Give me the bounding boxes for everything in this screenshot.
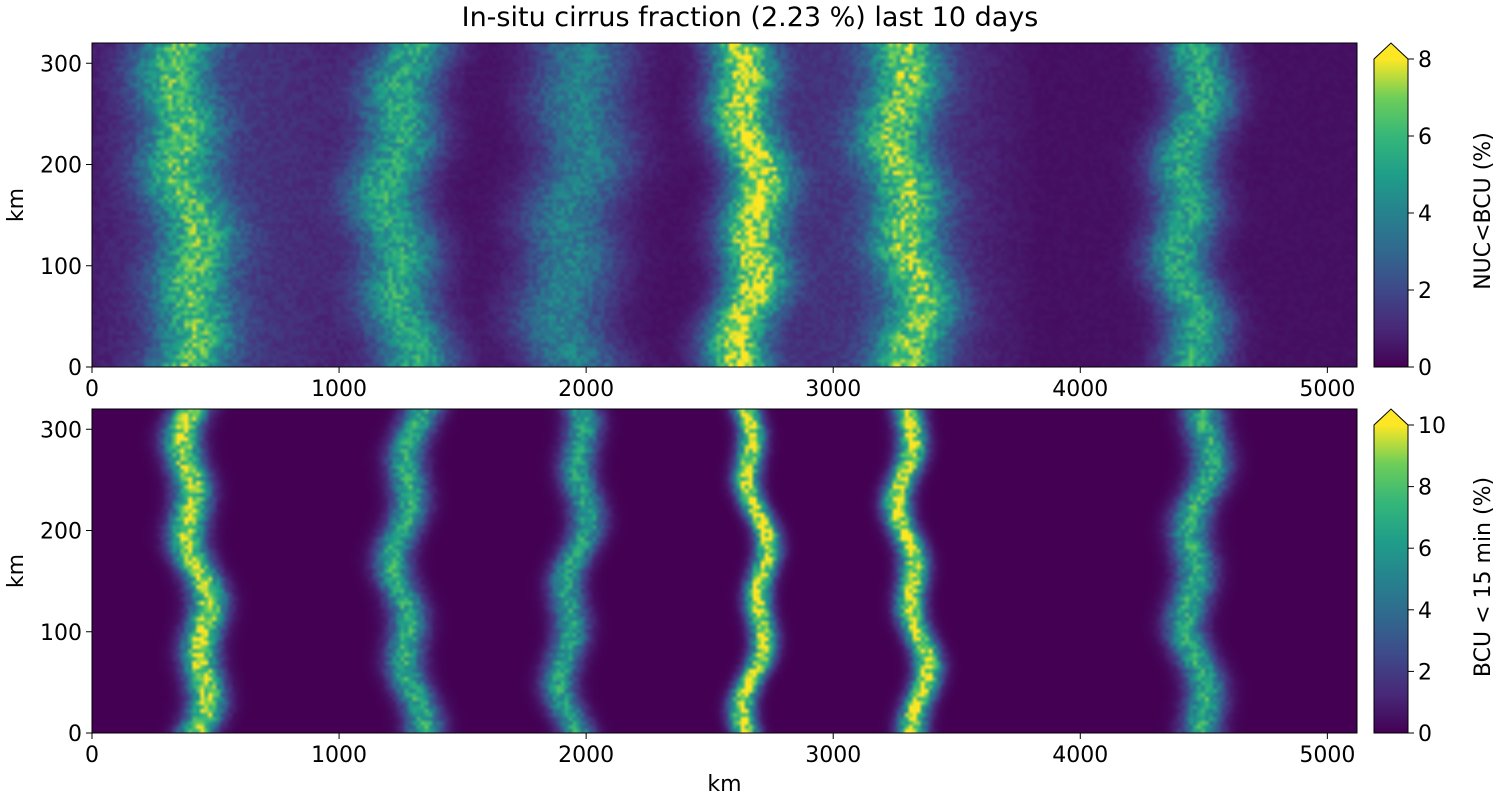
colorbar-extend-max	[1374, 409, 1408, 425]
colorbar-tick-label: 2	[1418, 660, 1432, 685]
x-tick-label: 2000	[558, 743, 614, 768]
axes-frame	[91, 408, 1358, 734]
y-tick-label: 0	[68, 722, 82, 747]
colorbar-extend-max	[1374, 43, 1408, 59]
y-tick-label: 200	[40, 520, 82, 545]
x-tick-label: 5000	[1299, 377, 1355, 402]
x-axis-label: km	[707, 772, 741, 797]
chart-title: In-situ cirrus fraction (2.23 %) last 10…	[462, 2, 1039, 33]
colorbar-tick-label: 0	[1418, 722, 1432, 747]
colorbar-tick-label: 10	[1418, 414, 1446, 439]
colorbar-frame	[1373, 408, 1409, 734]
colorbar-tick-label: 4	[1418, 599, 1432, 624]
colorbar-tick-label: 8	[1418, 48, 1432, 73]
colorbar-gradient	[1374, 425, 1408, 733]
colorbar-tick-label: 6	[1418, 125, 1432, 150]
colorbar-tick-label: 8	[1418, 476, 1432, 501]
colorbar-label: NUC<BCU (%)	[1471, 132, 1496, 290]
x-tick-label: 5000	[1299, 743, 1355, 768]
y-tick-label: 300	[40, 52, 82, 77]
colorbar-label: BCU < 15 min (%)	[1471, 477, 1496, 677]
x-tick-label: 3000	[805, 377, 861, 402]
x-tick-label: 4000	[1052, 377, 1108, 402]
heatmap-image	[92, 409, 1357, 733]
y-axis-label: km	[4, 188, 29, 222]
y-tick-label: 100	[40, 255, 82, 280]
x-tick-label: 0	[85, 377, 99, 402]
panel-bottom: 0 1000 2000 3000 4000 5000 0 100 200 300 km km 0 2 4 6 8…	[4, 408, 1496, 797]
y-tick-label: 100	[40, 621, 82, 646]
colorbar-tick-label: 4	[1418, 202, 1432, 227]
colorbar-frame	[1373, 42, 1409, 368]
heatmap-image	[92, 43, 1357, 367]
colorbar-tick-label: 2	[1418, 279, 1432, 304]
colorbar-tick-label: 0	[1418, 356, 1432, 381]
colorbar-tick-label: 6	[1418, 537, 1432, 562]
x-tick-label: 4000	[1052, 743, 1108, 768]
y-tick-label: 200	[40, 154, 82, 179]
y-axis-label: km	[4, 554, 29, 588]
y-tick-label: 0	[68, 356, 82, 381]
x-tick-label: 2000	[558, 377, 614, 402]
x-tick-label: 1000	[311, 377, 367, 402]
x-tick-label: 0	[85, 743, 99, 768]
panel-top: 0 1000 2000 3000 4000 5000 0 100 200 300 km 0 2 4 6 8 NU…	[4, 42, 1496, 402]
colorbar-gradient	[1374, 59, 1408, 367]
x-tick-label: 1000	[311, 743, 367, 768]
axes-frame	[91, 42, 1358, 368]
x-tick-label: 3000	[805, 743, 861, 768]
y-tick-label: 300	[40, 418, 82, 443]
